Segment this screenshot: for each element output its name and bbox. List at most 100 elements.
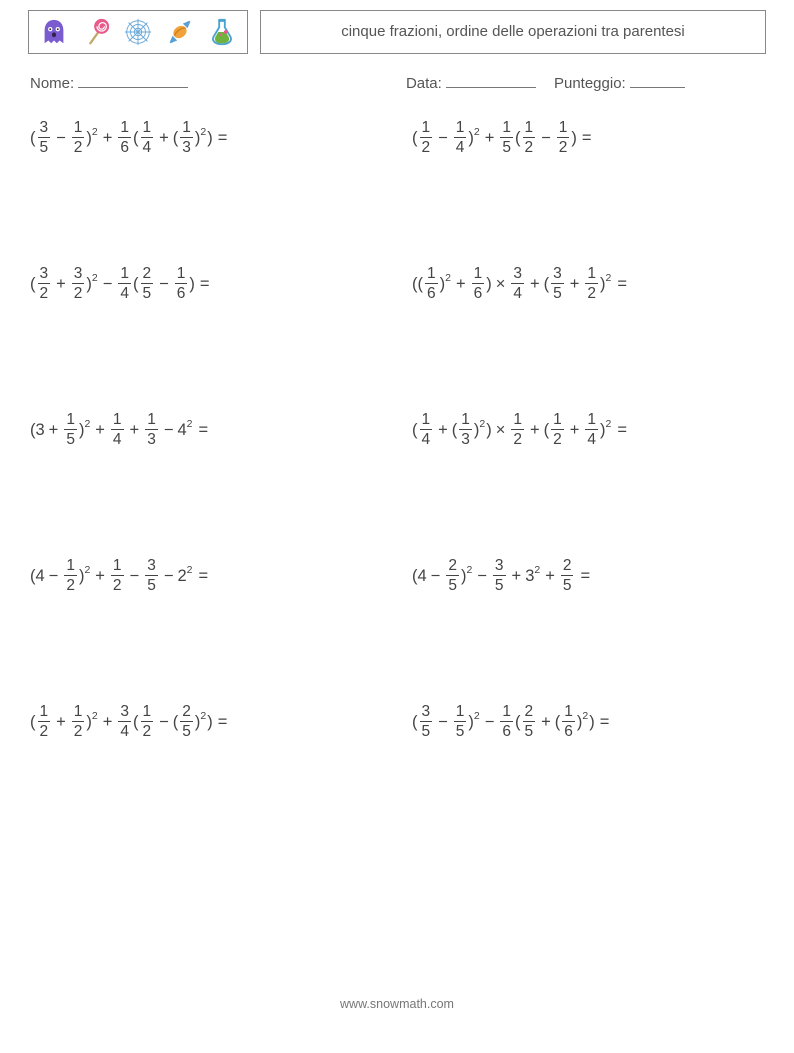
expr-text: ) <box>589 714 595 731</box>
expr-text: ( <box>555 714 561 731</box>
operator: + <box>56 276 66 293</box>
expr-text: ) <box>486 276 492 293</box>
fraction: 12 <box>420 120 433 156</box>
score-blank[interactable] <box>630 72 685 88</box>
fraction: 14 <box>141 120 154 156</box>
operator: + <box>530 422 540 439</box>
fraction: 12 <box>511 412 524 448</box>
problem: (35−15)2−16(25+(16)2) = <box>412 704 764 740</box>
fraction: 25 <box>446 558 459 594</box>
operator: × <box>496 276 506 293</box>
fraction: 12 <box>141 704 154 740</box>
operator: + <box>438 422 448 439</box>
expr-text: ( <box>30 714 36 731</box>
operator: + <box>103 130 113 147</box>
exponent: 2 <box>84 419 90 430</box>
equals: = <box>582 130 592 147</box>
operator: + <box>530 276 540 293</box>
spiderweb-icon <box>123 17 153 47</box>
fraction: 13 <box>180 120 193 156</box>
exponent: 2 <box>187 419 193 430</box>
fraction: 15 <box>64 412 77 448</box>
fraction: 32 <box>72 266 85 302</box>
operator: + <box>95 422 105 439</box>
expr-text: ( <box>515 714 521 731</box>
operator: + <box>159 130 169 147</box>
operator: + <box>570 276 580 293</box>
fraction: 16 <box>118 120 131 156</box>
expr-text: ( <box>412 422 418 439</box>
fraction: 16 <box>500 704 513 740</box>
operator: − <box>541 130 551 147</box>
expr-text: ( <box>133 276 139 293</box>
equals: = <box>600 714 610 731</box>
name-blank[interactable] <box>78 72 188 88</box>
operator: + <box>570 422 580 439</box>
fraction: 16 <box>175 266 188 302</box>
exponent: 2 <box>582 711 588 722</box>
problem: (12+12)2+34(12−(25)2) = <box>30 704 382 740</box>
operator: + <box>95 568 105 585</box>
equals: = <box>617 276 627 293</box>
fraction: 32 <box>38 266 51 302</box>
footer-link[interactable]: www.snowmath.com <box>0 997 794 1011</box>
problem: (12−14)2+15(12−12) = <box>412 120 764 156</box>
exponent: 2 <box>92 273 98 284</box>
exponent: 2 <box>84 565 90 576</box>
operator: + <box>456 276 466 293</box>
fraction: 12 <box>72 704 85 740</box>
date-label: Data: <box>406 75 442 92</box>
fraction: 12 <box>523 120 536 156</box>
fraction: 12 <box>64 558 77 594</box>
operator: − <box>103 276 113 293</box>
worksheet-page: cinque frazioni, ordine delle operazioni… <box>0 0 794 1053</box>
worksheet-title: cinque frazioni, ordine delle operazioni… <box>260 10 766 54</box>
name-label: Nome: <box>30 75 74 92</box>
problem: (32+32)2−14(25−16) = <box>30 266 382 302</box>
expr-text: ( <box>412 714 418 731</box>
fraction: 13 <box>459 412 472 448</box>
fraction: 14 <box>420 412 433 448</box>
expr-text: ( <box>173 714 179 731</box>
expr-text: ) <box>486 422 492 439</box>
problem: ((16)2+16)×34+(35+12)2 = <box>412 266 764 302</box>
meta-row: Nome: Data: Punteggio: <box>28 72 766 92</box>
lollipop-icon <box>81 17 111 47</box>
score-label: Punteggio: <box>554 75 626 92</box>
expr-text: ( <box>515 130 521 147</box>
problems-grid: (35−12)2+16(14+(13)2) =(12−14)2+15(12−12… <box>28 120 766 740</box>
fraction: 14 <box>118 266 131 302</box>
fraction: 12 <box>585 266 598 302</box>
fraction: 16 <box>472 266 485 302</box>
fraction: 35 <box>551 266 564 302</box>
exponent: 2 <box>445 273 451 284</box>
operator: + <box>485 130 495 147</box>
exponent: 2 <box>479 419 485 430</box>
fraction: 35 <box>145 558 158 594</box>
expr-text: (4 <box>412 568 427 585</box>
date-blank[interactable] <box>446 72 536 88</box>
exponent: 2 <box>606 273 612 284</box>
operator: − <box>438 130 448 147</box>
operator: − <box>438 714 448 731</box>
potion-icon <box>207 17 237 47</box>
fraction: 14 <box>585 412 598 448</box>
operator: − <box>159 276 169 293</box>
exponent: 2 <box>474 127 480 138</box>
operator: − <box>431 568 441 585</box>
expr-text: ( <box>30 130 36 147</box>
fraction: 12 <box>72 120 85 156</box>
expr-text: 2 <box>177 568 186 585</box>
fraction: 15 <box>500 120 513 156</box>
expr-text: ( <box>30 276 36 293</box>
ghost-icon <box>39 17 69 47</box>
fraction: 12 <box>557 120 570 156</box>
operator: + <box>103 714 113 731</box>
expr-text: 4 <box>177 422 186 439</box>
header-row: cinque frazioni, ordine delle operazioni… <box>28 10 766 54</box>
problem: (4−12)2+12−35−22 = <box>30 558 382 594</box>
expr-text: (3 <box>30 422 45 439</box>
operator: − <box>49 568 59 585</box>
problem: (3+15)2+14+13−42 = <box>30 412 382 448</box>
operator: × <box>496 422 506 439</box>
